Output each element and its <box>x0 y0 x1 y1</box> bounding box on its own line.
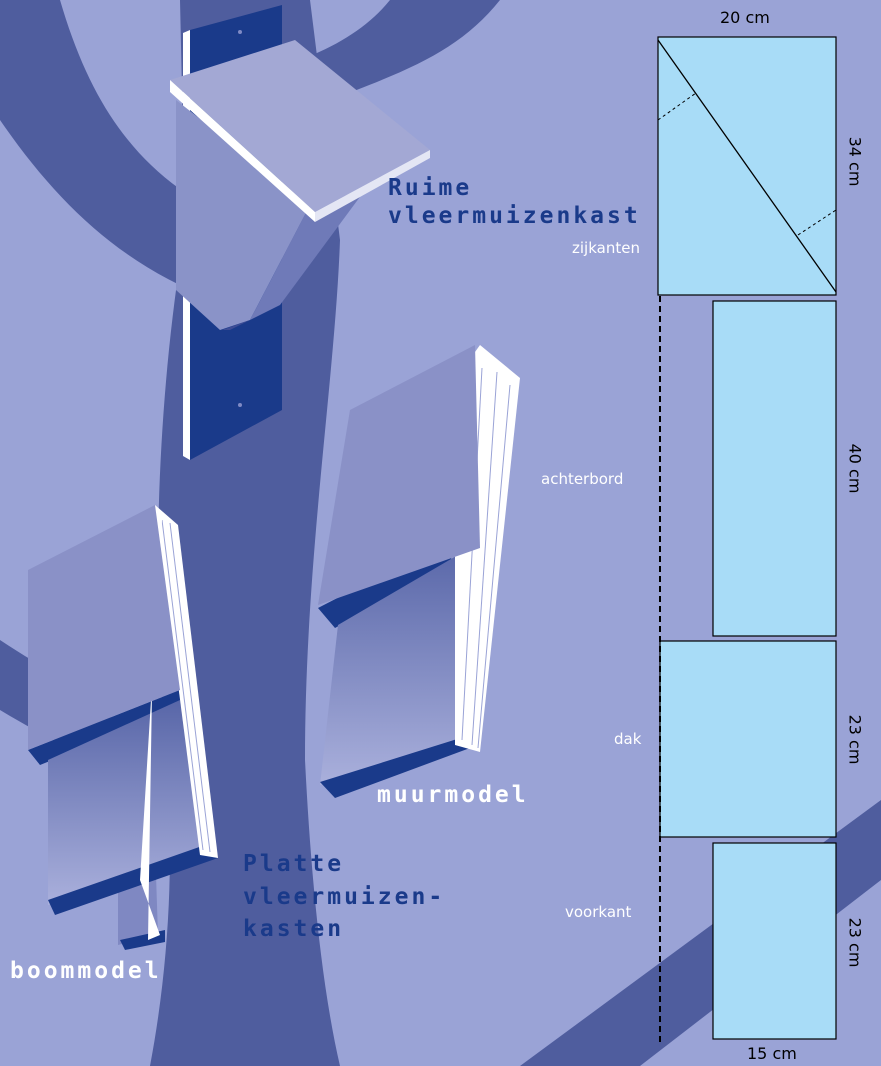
platte-title-line2: vleermuizen- <box>243 884 446 910</box>
platte-title-line1: Platte <box>243 851 345 877</box>
zijkanten-label: zijkanten <box>572 239 640 257</box>
achterbord-label: achterbord <box>541 470 624 488</box>
platte-title-line3: kasten <box>243 916 345 942</box>
cutting-plan <box>657 36 837 1045</box>
width-bottom-dimension: 15 cm <box>747 1044 797 1063</box>
voorkant-panel <box>712 842 837 1040</box>
zijkanten-height-dimension: 34 cm <box>845 136 865 187</box>
ruime-title-line1: Ruime <box>388 175 473 201</box>
muurmodel-label: muurmodel <box>377 782 529 808</box>
voorkant-label: voorkant <box>565 903 632 921</box>
zijkanten-dashed-cut-bottom <box>797 209 837 236</box>
boommodel-label: boommodel <box>10 958 162 984</box>
muurmodel-bat-box <box>318 345 520 798</box>
achterbord-panel <box>712 300 837 637</box>
ruime-title-line2: vleermuizenkast <box>388 203 641 229</box>
zijkanten-diagonal-cut <box>657 39 837 293</box>
zijkanten-dashed-cut-top <box>657 92 697 121</box>
ruime-bat-box <box>170 5 430 460</box>
voorkant-height-dimension: 23 cm <box>845 917 865 968</box>
boommodel-bat-box <box>28 505 218 950</box>
dak-panel <box>659 640 837 838</box>
dak-label: dak <box>614 730 642 748</box>
achterbord-height-dimension: 40 cm <box>845 443 865 494</box>
dak-height-dimension: 23 cm <box>845 714 865 765</box>
width-top-dimension: 20 cm <box>720 8 770 27</box>
